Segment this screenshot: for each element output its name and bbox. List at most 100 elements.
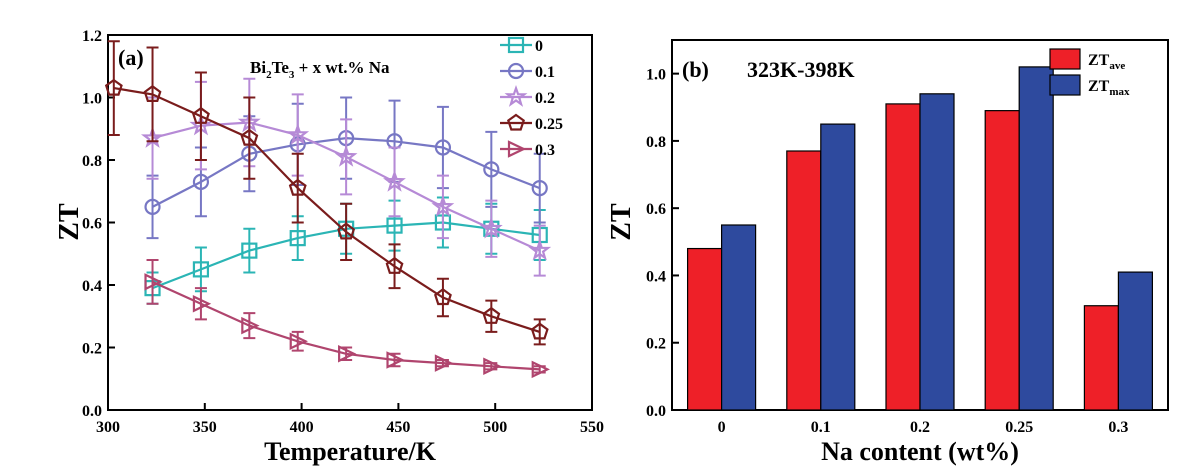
- chart-panel-b: 0.0 0.2 0.4 0.6 0.8 1.0 0 0.1 0.2 0.25 0.3 (b) 323…: [606, 39, 1169, 466]
- data-point: [334, 144, 358, 167]
- panel-label-b: (b): [682, 57, 709, 82]
- bar-max: [720, 224, 757, 411]
- series-0-25: [104, 40, 549, 346]
- data-point: [192, 295, 212, 313]
- formula-annotation: Bi2Te3 + x wt.% Na: [250, 58, 390, 81]
- data-point: [434, 139, 452, 156]
- y-axis-title-b: ZT: [606, 203, 637, 241]
- data-point: [479, 216, 503, 239]
- data-point: [337, 222, 356, 240]
- legend-a: 0 0.1 0.2 0.25 0.3: [500, 36, 563, 159]
- axis-ticks-a: 300 350 400 450 500 550 0.0 0.2 0.4 0.6 0.8 1.0 1.2: [82, 28, 604, 436]
- y-tick-label-b: 1.0: [646, 67, 666, 84]
- formula-base: Bi: [250, 58, 266, 77]
- data-point: [434, 354, 454, 372]
- data-point: [528, 238, 552, 261]
- data-point: [531, 360, 550, 379]
- x-tick-label-b: 0.25: [1005, 419, 1033, 436]
- x-tick-label-a: 550: [580, 419, 604, 436]
- y-tick-label-a: 0.4: [82, 278, 102, 295]
- range-annotation-b: 323K-398K: [747, 57, 855, 82]
- data-point: [383, 169, 406, 192]
- x-tick-label-a: 500: [483, 419, 507, 436]
- y-tick-label-b: 0.8: [646, 134, 666, 151]
- y-tick-label-a: 0.0: [82, 403, 102, 420]
- data-point: [482, 306, 501, 324]
- data-point: [288, 178, 307, 196]
- x-tick-label-b: 0.1: [811, 419, 831, 436]
- y-tick-label-a: 1.2: [82, 28, 102, 45]
- legend-label: 0: [535, 38, 543, 55]
- y-tick-label-a: 0.8: [82, 153, 102, 170]
- series-group-a: [104, 40, 552, 379]
- formula-mid: Te: [272, 58, 290, 77]
- data-point: [240, 128, 259, 146]
- data-point: [192, 261, 210, 278]
- y-tick-label-a: 0.6: [82, 216, 102, 233]
- data-point: [530, 322, 549, 340]
- legend-label: 0.25: [535, 116, 563, 133]
- data-point: [483, 161, 500, 178]
- data-point: [241, 242, 258, 259]
- x-axis-title-b: Na content (wt%): [821, 437, 1019, 466]
- legend-label: 0.1: [535, 64, 555, 81]
- legend-swatch: [1049, 74, 1081, 96]
- data-point: [192, 106, 210, 124]
- bar-ave: [786, 150, 822, 411]
- legend-marker: [507, 62, 525, 80]
- legend-marker: [506, 113, 526, 131]
- bar-max: [919, 93, 955, 411]
- bar-max: [1117, 271, 1154, 411]
- y-tick-label-b: 0.6: [646, 201, 666, 218]
- data-point: [143, 84, 162, 103]
- series-0-3: [144, 259, 550, 379]
- legend-label: 0.3: [535, 142, 555, 159]
- bar-ave: [984, 110, 1020, 411]
- data-point: [483, 357, 502, 375]
- data-point: [192, 173, 210, 190]
- x-tick-label-a: 300: [96, 419, 120, 436]
- x-tick-label-b: 0.3: [1108, 419, 1128, 436]
- legend-label: ZTmax: [1088, 78, 1130, 98]
- formula-rest: + x wt.% Na: [294, 58, 390, 77]
- data-point: [289, 230, 306, 247]
- data-point: [434, 288, 452, 306]
- legend-marker: [507, 140, 527, 158]
- data-point: [531, 180, 548, 197]
- legend-marker: [507, 36, 525, 54]
- y-axis-title-a: ZT: [54, 203, 85, 241]
- bar-ave: [885, 103, 921, 411]
- data-point: [144, 198, 161, 215]
- x-tick-label-a: 350: [193, 419, 217, 436]
- x-tick-label-a: 400: [290, 419, 314, 436]
- data-point: [338, 345, 357, 363]
- y-tick-label-a: 0.2: [82, 341, 102, 358]
- y-tick-label-b: 0.2: [646, 336, 666, 353]
- bar-ave: [686, 247, 723, 411]
- formula-sub1: 2: [266, 69, 272, 81]
- legend-label: ZTave: [1088, 52, 1125, 72]
- bar-max: [1018, 66, 1054, 411]
- data-point: [241, 316, 260, 335]
- bars-group-b: [686, 66, 1154, 411]
- data-point: [386, 217, 403, 234]
- data-point: [144, 273, 163, 291]
- x-axis-title-a: Temperature/K: [264, 437, 437, 466]
- data-point: [386, 351, 405, 369]
- chart-panel-a: 300 350 400 450 500 5500.00.20.40.60.81.01.2 …: [54, 28, 604, 466]
- axis-ticks-b: 0.0 0.2 0.4 0.6 0.8 1.0 0 0.1 0.2 0.25 0.3: [646, 67, 1128, 436]
- panel-label-a: (a): [118, 45, 144, 70]
- data-point: [385, 256, 404, 274]
- data-point: [431, 194, 455, 217]
- y-tick-label-b: 0.0: [646, 403, 666, 420]
- legend-b: ZTave ZTmax: [1049, 48, 1130, 98]
- formula-sub2: 3: [289, 69, 295, 81]
- x-tick-label-a: 450: [386, 419, 410, 436]
- series-line: [113, 87, 541, 333]
- y-tick-label-b: 0.4: [646, 268, 666, 285]
- x-tick-label-b: 0.2: [910, 419, 930, 436]
- x-tick-label-b: 0: [718, 419, 726, 436]
- legend-swatch: [1049, 48, 1081, 70]
- data-point: [286, 122, 310, 145]
